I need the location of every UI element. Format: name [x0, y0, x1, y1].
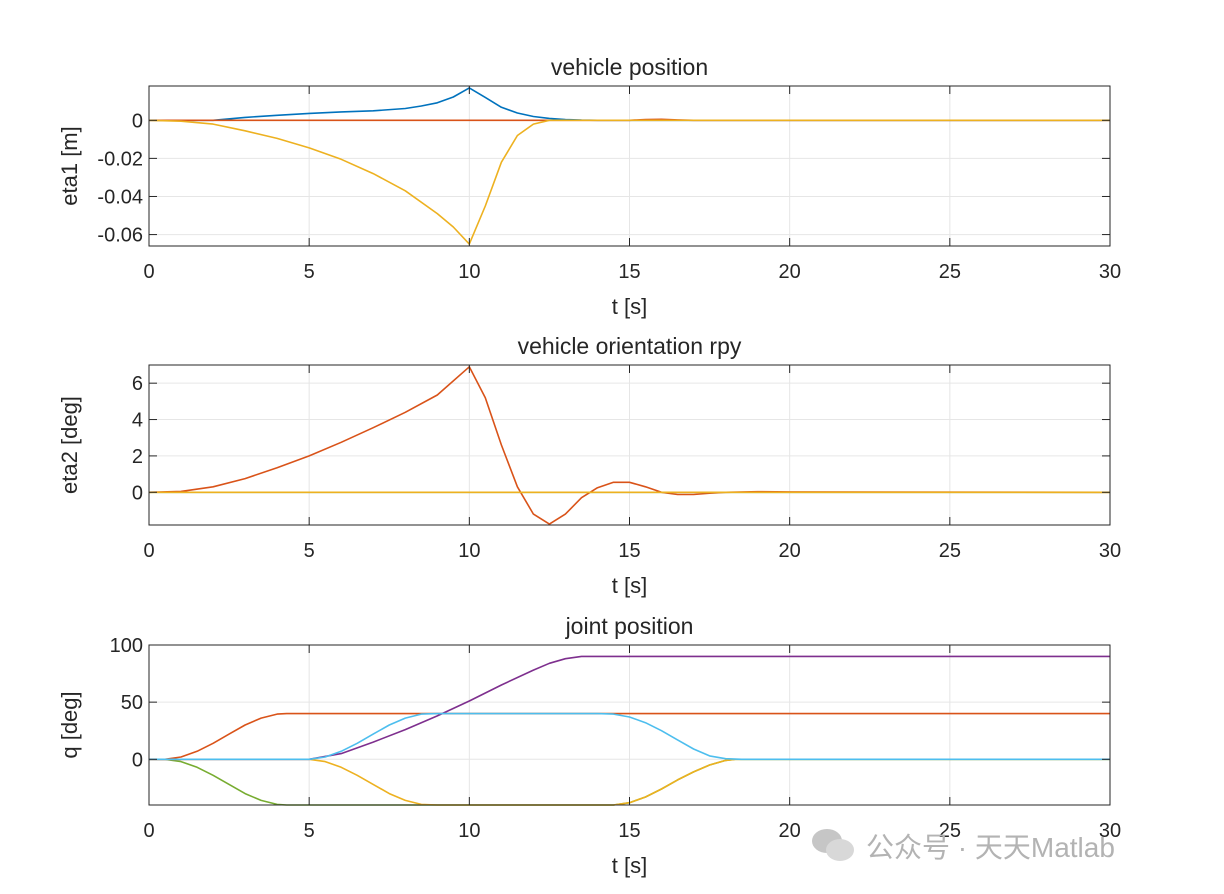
wechat-chat-bubble-icon [812, 829, 856, 863]
x-tick-label: 0 [143, 820, 154, 842]
series-line-orange [149, 712, 1110, 761]
y-tick-label: 2 [132, 446, 143, 468]
x-tick-label: 20 [779, 540, 801, 562]
y-tick-label: 50 [121, 692, 143, 714]
y-tick-label: 0 [132, 482, 143, 504]
x-axis-label: t [s] [612, 853, 647, 878]
x-axis-label: t [s] [612, 573, 647, 598]
subplot-1: 0 5 10 15 20 25 30 0 -0.02 -0.04 -0.06 vehicle posi… [57, 54, 1121, 319]
x-tick-label: 30 [1099, 261, 1121, 283]
subplot-title: vehicle orientation rpy [518, 333, 742, 359]
y-tick-label: -0.02 [97, 148, 143, 170]
y-tick-label: -0.04 [97, 186, 143, 208]
x-tick-label: 30 [1099, 540, 1121, 562]
y-tick-label: 6 [132, 373, 143, 395]
series-line-yellow [148, 119, 1110, 245]
x-tick-label: 0 [143, 261, 154, 283]
subplot-3: 0 5 10 15 20 25 30 100 50 0 joint position t [s] q [… [57, 613, 1121, 878]
y-tick-label: 0 [132, 110, 143, 132]
y-axis-label: eta2 [deg] [57, 396, 82, 494]
y-axis-label: eta1 [m] [57, 126, 82, 205]
x-tick-label: 5 [304, 261, 315, 283]
subplot-title: joint position [565, 613, 694, 639]
x-tick-label: 25 [939, 820, 961, 842]
x-tick-label: 20 [779, 261, 801, 283]
watermark: 公众号 · 天天Matlab [812, 826, 1115, 866]
series-line-purple [149, 655, 1110, 761]
x-tick-label: 15 [618, 540, 640, 562]
x-axis-label: t [s] [612, 294, 647, 319]
x-tick-label: 15 [618, 820, 640, 842]
y-tick-label: 4 [132, 410, 143, 432]
x-tick-label: 10 [458, 261, 480, 283]
series-line-orange [148, 366, 1111, 525]
y-tick-label: 0 [132, 749, 143, 771]
subplot-title: vehicle position [551, 54, 708, 80]
y-axis-label: q [deg] [57, 691, 82, 758]
watermark-text: 公众号 · 天天Matlab [866, 832, 1115, 863]
y-tick-label: 100 [110, 635, 143, 657]
x-tick-label: 5 [304, 820, 315, 842]
x-tick-label: 30 [1099, 820, 1121, 842]
x-tick-label: 15 [618, 261, 640, 283]
x-tick-label: 5 [304, 540, 315, 562]
x-tick-label: 25 [939, 261, 961, 283]
x-tick-label: 0 [143, 540, 154, 562]
subplot-2: 0 5 10 15 20 25 30 0 2 4 6 vehicle orientation rpy t… [57, 333, 1121, 598]
series-line-cyan [149, 712, 1110, 761]
x-tick-label: 10 [458, 820, 480, 842]
y-tick-label: -0.06 [97, 225, 143, 247]
x-tick-label: 10 [458, 540, 480, 562]
x-tick-label: 25 [939, 540, 961, 562]
x-tick-label: 20 [779, 820, 801, 842]
